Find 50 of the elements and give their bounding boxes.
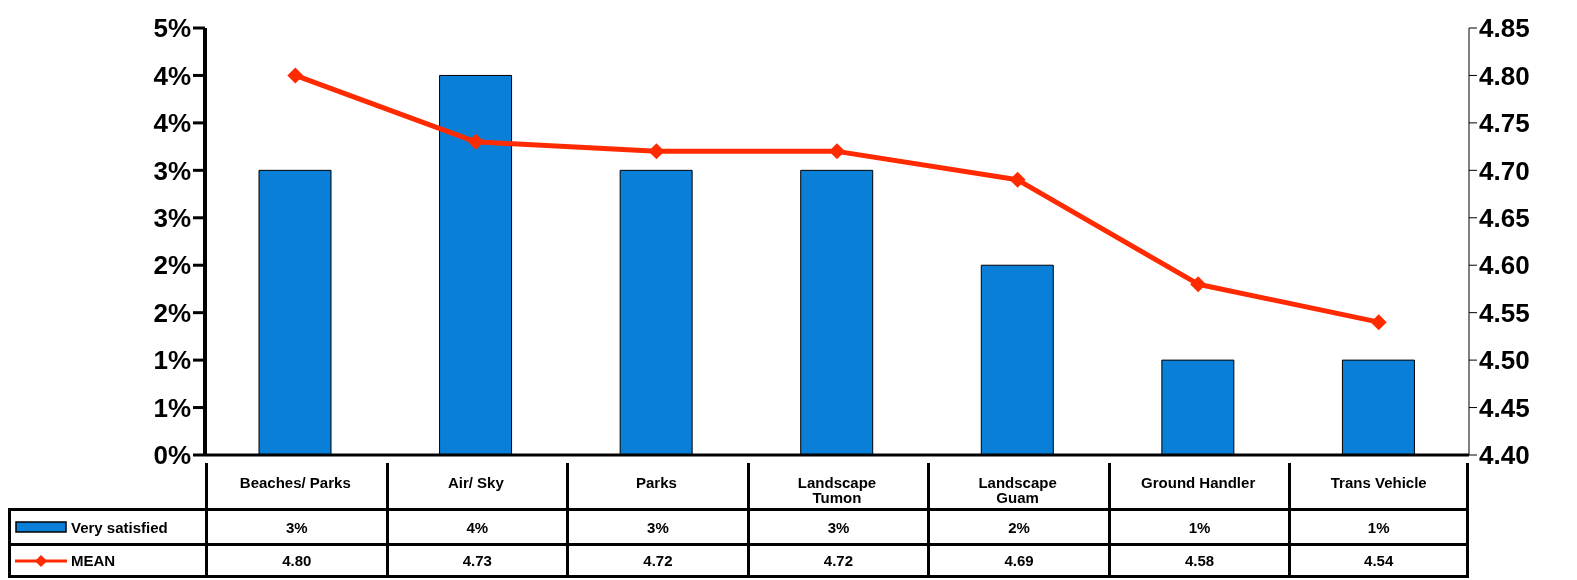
y-tick-label: 5%: [153, 13, 191, 44]
y-tick-label: 4%: [153, 60, 191, 91]
data-label: 3%: [566, 511, 747, 543]
data-label: 4.58: [1107, 546, 1289, 575]
y2-tick-label: 4.45: [1479, 392, 1530, 423]
point: [467, 133, 484, 150]
data-label: 2%: [927, 511, 1108, 543]
y-tick-label: 2%: [153, 250, 191, 281]
y2-tick-label: 4.85: [1479, 13, 1530, 44]
point: [1370, 314, 1387, 331]
y-tick-label: 0%: [153, 440, 191, 471]
data-label: 1%: [1288, 511, 1469, 543]
x-tick-label: Beaches/ Parks: [239, 473, 351, 491]
data-label: 3%: [205, 511, 386, 543]
y-tick-label: 2%: [153, 297, 191, 328]
data-label: 3%: [746, 511, 928, 543]
point: [1009, 171, 1026, 188]
y-tick-label: 3%: [153, 203, 191, 234]
data-label: 4.54: [1288, 546, 1469, 575]
y2-tick-label: 4.80: [1479, 60, 1530, 91]
point: [648, 143, 665, 160]
x-tick-label: Landscape Tumon: [797, 473, 877, 506]
data-label: 4.72: [566, 546, 747, 575]
y2-tick-label: 4.50: [1479, 345, 1530, 376]
data-label: 4.73: [385, 546, 567, 575]
data-label: 4.80: [205, 546, 386, 575]
point: [829, 143, 845, 160]
y-tick-label: 4%: [153, 108, 191, 139]
y2-tick-label: 4.40: [1479, 440, 1530, 471]
y2-tick-label: 4.75: [1479, 108, 1530, 139]
data-label: 1%: [1107, 511, 1289, 543]
data-label: 4.72: [746, 546, 928, 575]
point: [287, 67, 304, 84]
x-tick-label: Parks: [635, 473, 677, 491]
y2-tick-label: 4.60: [1479, 250, 1530, 281]
y-tick-label: 3%: [153, 155, 191, 186]
legend-label: Very satisfied: [71, 518, 168, 536]
legend-label: MEAN: [71, 552, 116, 569]
x-tick-label: Ground Handler: [1141, 473, 1256, 491]
point: [1190, 276, 1207, 293]
data-label: 4.69: [927, 546, 1108, 575]
y-tick-label: 1%: [153, 392, 191, 423]
y2-tick-label: 4.65: [1479, 203, 1530, 234]
x-tick-label: Trans Vehicle: [1330, 473, 1427, 491]
y2-tick-label: 4.55: [1479, 297, 1530, 328]
x-tick-label: Air/ Sky: [447, 473, 505, 491]
y-tick-label: 1%: [153, 345, 191, 376]
x-tick-label: Landscape Guam: [978, 473, 1057, 506]
y2-tick-label: 4.70: [1479, 155, 1530, 186]
data-label: 4%: [385, 511, 567, 543]
